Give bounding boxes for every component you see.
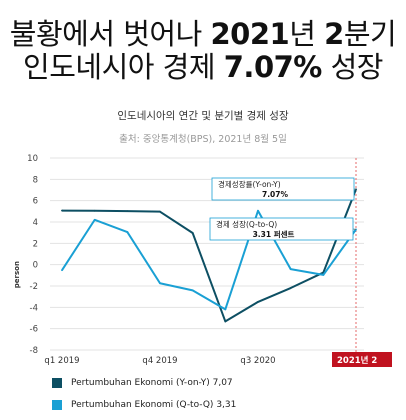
legend-item-qtq: Pertumbuhan Ekonomi (Q-to-Q) 3,31 xyxy=(52,400,236,410)
x-tick-label: q3 2020 xyxy=(240,356,275,366)
point-yoy xyxy=(126,210,129,213)
y-tick-label: -2 xyxy=(30,282,38,292)
point-yoy xyxy=(61,209,63,212)
legend-value-qtq: 3,31 xyxy=(216,400,237,410)
annotation-box xyxy=(211,177,355,201)
annotation-title: 경제 성장(Q-to-Q) xyxy=(216,219,277,229)
headline-quarter: 2 xyxy=(324,17,344,51)
headline-text: 불황에서 벗어나 xyxy=(9,17,211,51)
point-yoy xyxy=(257,300,259,303)
point-qtq xyxy=(159,282,161,285)
headline-text: 분기 xyxy=(343,17,397,51)
x-tick-label: q4 2019 xyxy=(142,356,177,366)
point-qtq xyxy=(191,289,194,292)
y-tick-label: 0 xyxy=(33,261,38,271)
y-tick-label: 2 xyxy=(33,239,38,249)
y-tick-label: -8 xyxy=(30,346,38,356)
legend-label-qtq: Pertumbuhan Ekonomi (Q-to-Q) xyxy=(71,400,214,410)
series-line-qtq xyxy=(61,209,357,311)
chart-subtitle: 출처: 중앙통계청(BPS), 2021년 8월 5일 xyxy=(119,134,287,145)
annotation-box xyxy=(209,217,354,241)
annotation-value: 3.31 퍼센트 xyxy=(253,229,295,239)
point-qtq xyxy=(224,308,227,311)
point-qtq xyxy=(322,274,325,276)
headline-text: 년 xyxy=(289,17,325,51)
y-tick-label: -4 xyxy=(30,303,38,313)
legend-value-yoy: 7,07 xyxy=(212,378,233,388)
headline-text: 성장 xyxy=(321,50,384,84)
point-yoy xyxy=(191,232,194,234)
annotation-title: 경제성장률(Y-on-Y) xyxy=(218,179,281,189)
point-qtq xyxy=(126,231,129,233)
legend-item-yoy: Pertumbuhan Ekonomi (Y-on-Y) 7,07 xyxy=(52,378,233,388)
legend-swatch-yoy xyxy=(52,378,62,388)
headline-year: 2021 xyxy=(210,17,290,51)
headline-growth-value: 7.07% xyxy=(223,50,323,84)
point-qtq xyxy=(61,269,63,272)
headline-text: 인도네시아 경제 xyxy=(23,50,224,84)
point-yoy xyxy=(224,320,227,323)
point-qtq xyxy=(257,209,259,212)
point-yoy xyxy=(159,210,161,213)
headline-line-2: 인도네시아 경제 7.07% 성장 xyxy=(0,51,406,84)
point-yoy xyxy=(289,287,292,289)
legend-label-yoy: Pertumbuhan Ekonomi (Y-on-Y) xyxy=(71,378,210,388)
y-tick-label: 10 xyxy=(27,154,38,164)
chart-title: 인도네시아의 연간 및 분기별 경제 성장 xyxy=(117,110,289,122)
legend-swatch-qtq xyxy=(52,400,62,410)
point-qtq xyxy=(93,218,96,221)
x-tick-label: q1 2019 xyxy=(44,356,79,366)
point-qtq xyxy=(289,268,292,271)
y-axis-label: person xyxy=(13,261,21,288)
annotation-value: 7.07% xyxy=(262,190,289,199)
highlight-tag-label: 2021년 2 xyxy=(337,355,377,366)
y-tick-label: -6 xyxy=(30,325,38,335)
highlight-tag xyxy=(332,352,392,367)
series-line-yoy xyxy=(61,188,357,323)
y-tick-label: 4 xyxy=(33,218,38,228)
y-tick-label: 6 xyxy=(33,197,38,207)
headline: 불황에서 벗어나 2021년 2분기 인도네시아 경제 7.07% 성장 xyxy=(0,18,406,84)
point-yoy xyxy=(93,209,96,212)
y-tick-label: 8 xyxy=(33,175,38,185)
headline-line-1: 불황에서 벗어나 2021년 2분기 xyxy=(0,18,406,51)
